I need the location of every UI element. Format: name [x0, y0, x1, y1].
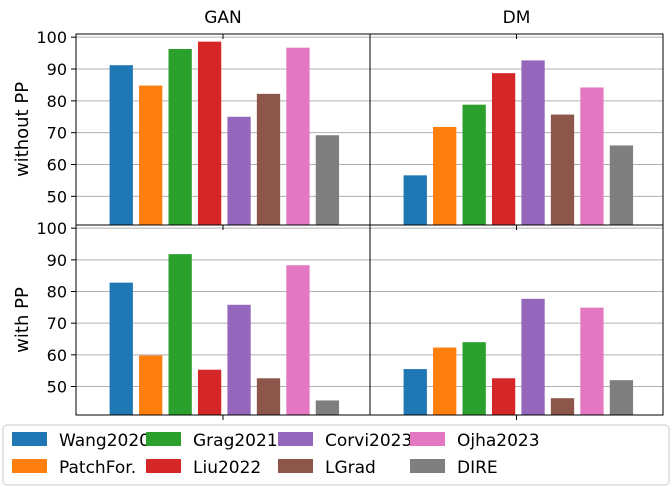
bar-with-pp-gan-wang2020: [109, 282, 133, 415]
y-tick-label: 50: [47, 378, 67, 397]
bar-without-pp-dm-dire: [609, 145, 634, 225]
bar-without-pp-gan-ojha2023: [286, 47, 310, 226]
legend-label: Liu2022: [193, 458, 261, 478]
bar-without-pp-gan-lgrad: [256, 93, 281, 225]
bar-with-pp-gan-dire: [315, 400, 340, 415]
legend-swatch: [12, 459, 47, 473]
y-tick-label: 90: [47, 60, 67, 79]
bar-without-pp-gan-liu2022: [197, 41, 222, 225]
legend-swatch: [12, 432, 47, 446]
y-tick-label: 100: [36, 28, 67, 47]
legend-label: DIRE: [457, 458, 498, 478]
bar-with-pp-gan-patchfor: [139, 355, 163, 415]
bar-without-pp-gan-patchfor: [139, 85, 163, 225]
column-title: GAN: [204, 8, 242, 28]
legend-label: Ojha2023: [457, 431, 540, 451]
row-label: with PP: [12, 287, 33, 353]
y-tick-label: 70: [47, 314, 67, 333]
bar-with-pp-dm-corvi2023: [521, 298, 545, 415]
row-label: without PP: [12, 82, 33, 177]
bar-with-pp-dm-liu2022: [491, 378, 516, 415]
bar-with-pp-dm-dire: [609, 380, 634, 415]
bar-with-pp-gan-liu2022: [197, 369, 222, 415]
bar-without-pp-dm-wang2020: [403, 175, 427, 225]
bar-with-pp-dm-lgrad: [550, 398, 575, 415]
bar-with-pp-gan-ojha2023: [286, 265, 310, 415]
legend-label: PatchFor.: [59, 458, 136, 478]
bar-without-pp-dm-patchfor: [433, 126, 457, 225]
y-tick-label: 70: [47, 124, 67, 143]
y-tick-label: 80: [47, 92, 67, 111]
y-tick-label: 60: [47, 156, 67, 175]
legend-swatch: [410, 459, 445, 473]
legend-swatch: [278, 459, 313, 473]
bar-without-pp-dm-lgrad: [550, 114, 575, 225]
legend-label: Wang2020: [59, 431, 150, 451]
y-tick-label: 100: [36, 219, 67, 238]
y-tick-label: 60: [47, 346, 67, 365]
legend-swatch: [146, 459, 181, 473]
legend-label: Grag2021: [193, 431, 278, 451]
legend-swatch: [146, 432, 181, 446]
bar-without-pp-dm-corvi2023: [521, 60, 545, 226]
column-title: DM: [503, 8, 531, 28]
bar-with-pp-dm-grag2021: [462, 342, 486, 415]
y-tick-label: 80: [47, 283, 67, 302]
bar-with-pp-dm-wang2020: [403, 369, 427, 415]
bar-without-pp-dm-ojha2023: [580, 87, 604, 225]
bar-with-pp-gan-corvi2023: [227, 304, 251, 415]
bar-without-pp-gan-wang2020: [109, 65, 133, 226]
legend-swatch: [410, 432, 445, 446]
bar-with-pp-gan-grag2021: [168, 254, 192, 415]
bar-with-pp-dm-patchfor: [433, 347, 457, 415]
bar-without-pp-dm-grag2021: [462, 104, 486, 225]
bar-with-pp-gan-lgrad: [256, 378, 281, 415]
y-tick-label: 90: [47, 251, 67, 270]
legend-label: Corvi2023: [325, 431, 412, 451]
bar-with-pp-dm-ojha2023: [580, 307, 604, 415]
bar-without-pp-gan-dire: [315, 135, 340, 225]
bar-without-pp-gan-corvi2023: [227, 116, 251, 225]
panel-frame: [369, 224, 664, 416]
legend-swatch: [278, 432, 313, 446]
legend-label: LGrad: [325, 458, 376, 478]
bar-without-pp-gan-grag2021: [168, 48, 192, 225]
y-tick-label: 50: [47, 187, 67, 206]
bar-without-pp-dm-liu2022: [491, 73, 516, 225]
